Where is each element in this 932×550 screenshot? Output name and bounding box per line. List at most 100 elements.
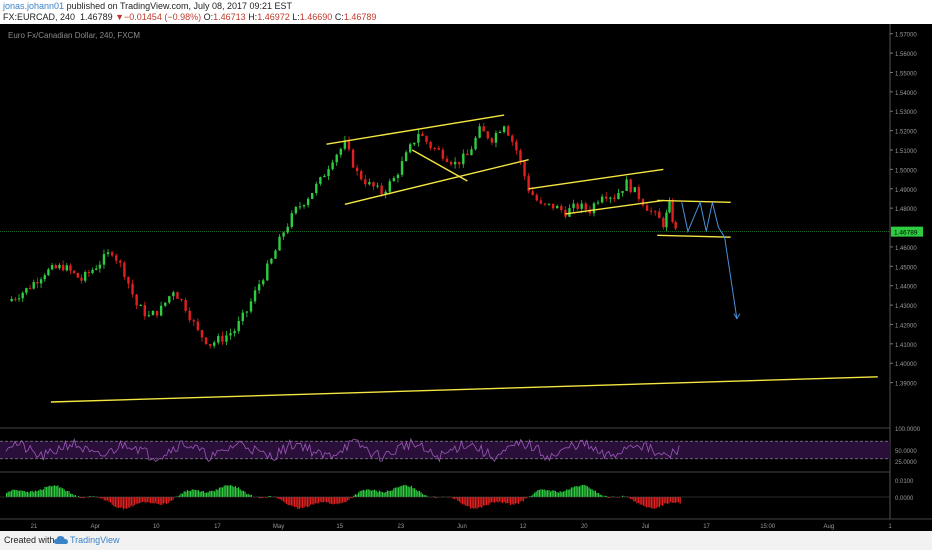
macd-bar [196,490,198,497]
candle-body [72,270,76,273]
macd-bar [138,497,140,504]
candle-body [470,149,473,156]
author-link[interactable]: jonas.johann01 [3,1,65,11]
macd-bar [119,497,121,508]
macd-bar [65,491,67,497]
time-tick-label: 15 [336,524,343,530]
publish-info: published on TradingView.com, July 08, 2… [64,1,293,11]
macd-bar [234,486,236,497]
chart-area[interactable]: Euro Fx/Canadian Dollar, 240, FXCM 1.570… [0,24,932,531]
macd-bar [580,485,582,497]
macd-bar [478,497,480,508]
macd-bar [380,491,382,497]
macd-bar [356,494,358,497]
price-tick-label: 1.42000 [895,323,917,329]
macd-bar [230,484,232,497]
macd-bar [159,497,161,505]
candle-body [83,271,87,281]
macd-bar [526,497,528,499]
candle-body [184,299,187,311]
macd-bar [559,491,561,497]
candle-body [131,283,134,295]
macd-bar [102,497,104,499]
macd-bar [417,491,419,497]
macd-bar [58,487,60,497]
candle-body [95,268,98,270]
candle-body [490,138,494,143]
candle-body [502,126,506,133]
tradingview-link[interactable]: TradingView [70,535,120,545]
macd-bar [182,493,184,497]
macd-bar [612,496,614,497]
macd-bar [506,497,508,504]
macd-bar [108,497,110,502]
macd-bar [505,497,507,504]
macd-bar [340,497,342,504]
macd-bar [324,497,326,502]
trendline [50,376,878,403]
macd-bar [305,497,307,507]
macd-bar [646,497,648,508]
macd-bar [596,493,598,497]
candle-body [43,275,46,280]
macd-bar [20,490,22,497]
high-label: H: [248,12,258,22]
macd-bar [513,497,515,505]
current-price-label: 1.46789 [894,230,918,237]
candle-body [290,213,293,227]
macd-bar [382,492,384,497]
trendline [657,199,731,204]
macd-bar [92,496,94,497]
macd-bar [31,490,33,497]
macd-bar [49,485,51,497]
quote-line: FX:EURCAD, 240 1.46789 ▼−0.01454 (−0.98%… [3,12,376,23]
macd-bar [38,490,40,497]
macd-bar [521,497,523,501]
candle-body [208,344,212,346]
candle-body [421,134,424,136]
macd-bar [249,494,251,497]
macd-bar [178,495,180,497]
macd-bar [498,497,500,502]
candle-body [539,200,543,204]
macd-bar [130,497,132,506]
macd-bar [518,497,520,504]
price-tick-label: 1.43000 [895,304,917,310]
macd-bar [654,497,656,509]
candle-body [507,126,510,136]
macd-bar [652,497,654,509]
macd-bar [330,497,332,504]
candle-body [523,161,526,177]
macd-bar [452,497,454,499]
macd-bar [145,497,147,503]
macd-bar [25,491,27,497]
macd-bar [622,495,624,497]
macd-bar [423,495,425,497]
candle-body [200,330,204,338]
macd-bar [516,497,518,504]
price-tick-label: 1.54000 [895,91,917,97]
macd-bar [222,487,224,497]
macd-bar [631,497,633,500]
candle-body [168,296,171,303]
candle-body [257,284,261,291]
candle-body [543,203,547,205]
candle-body [65,265,68,271]
macd-bar [153,497,155,504]
macd-bar [636,497,638,504]
macd-bar [554,490,556,497]
price-chart-svg[interactable]: Euro Fx/Canadian Dollar, 240, FXCM 1.570… [0,24,932,531]
macd-bar [334,497,336,505]
candle-body [649,210,653,212]
macd-bar [668,497,670,504]
price-tick-label: 1.48000 [895,207,917,213]
macd-bar [583,484,585,497]
macd-bar [471,497,473,508]
macd-bar [679,497,681,504]
macd-bar [562,491,564,497]
candle-body [654,211,657,213]
macd-bar [316,497,318,504]
macd-bar [113,497,115,507]
macd-bar [270,496,272,497]
macd-bar [327,497,329,503]
